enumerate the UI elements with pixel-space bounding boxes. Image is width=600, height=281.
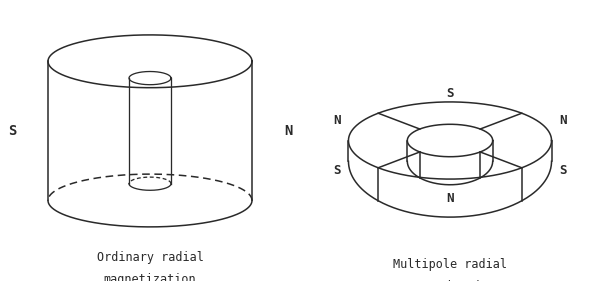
Text: S: S xyxy=(559,164,566,177)
Text: S: S xyxy=(446,87,454,100)
Text: N: N xyxy=(559,114,566,127)
Text: S: S xyxy=(334,164,341,177)
Text: S: S xyxy=(8,124,16,138)
Text: N: N xyxy=(284,124,292,138)
Text: N: N xyxy=(334,114,341,127)
Text: Ordinary radial
magnetization: Ordinary radial magnetization xyxy=(97,251,203,281)
Text: N: N xyxy=(446,192,454,205)
Text: Multipole radial
magnetization: Multipole radial magnetization xyxy=(393,258,507,281)
